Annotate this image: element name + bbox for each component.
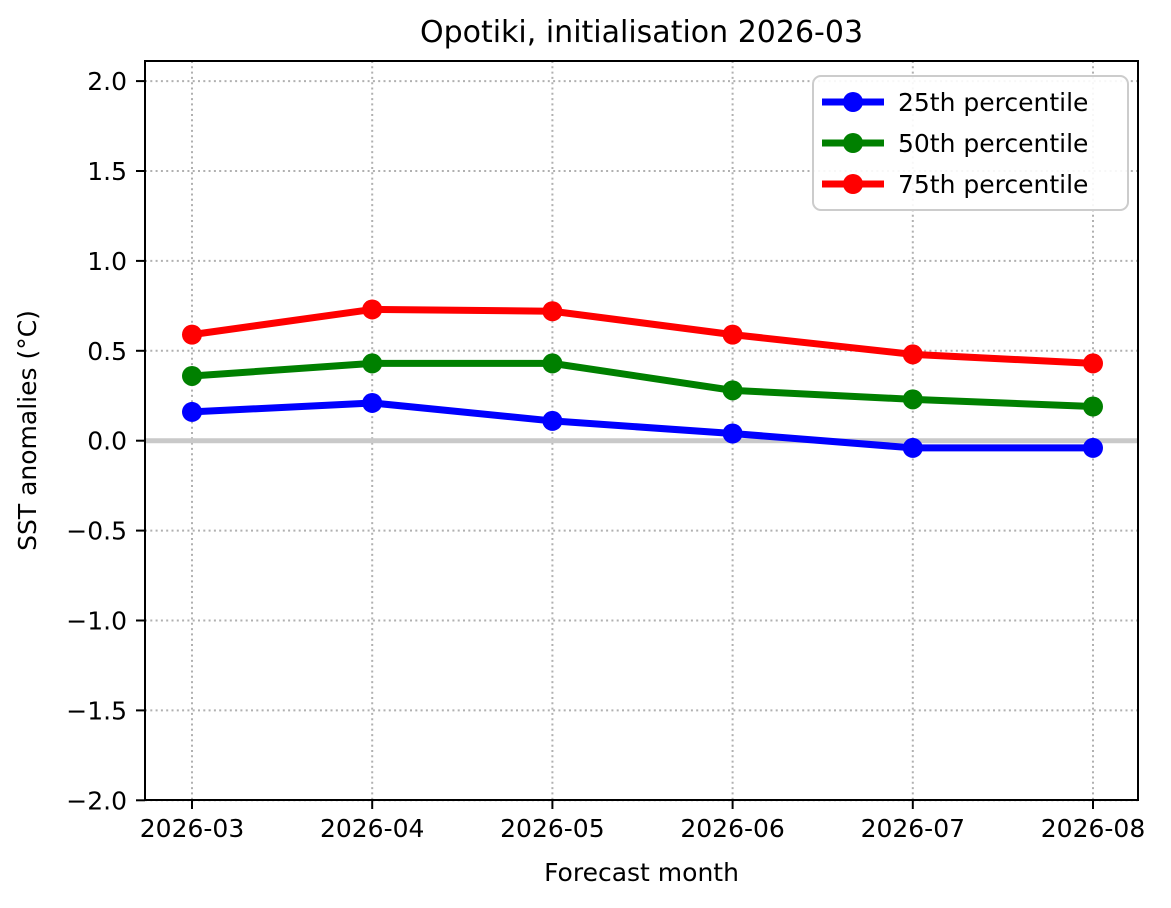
x-tick-label: 2026-05 [500,814,604,843]
y-axis-label: SST anomalies (°C) [13,310,42,551]
data-point-marker [362,392,383,413]
y-tick-label: 1.0 [87,247,127,276]
x-tick-label: 2026-07 [861,814,965,843]
data-point-marker [542,353,563,374]
legend-marker [843,133,863,153]
data-point-marker [362,353,383,374]
legend-marker [843,92,863,112]
legend-box [812,75,1129,211]
data-point-marker [1083,396,1103,417]
y-tick-label: −1.0 [66,607,127,636]
data-point-marker [722,380,743,401]
y-tick-label: 0.0 [87,427,127,456]
y-tick-label: 2.0 [87,67,127,96]
data-point-marker [362,299,383,320]
series-75th-percentile [182,299,1103,374]
data-point-marker [902,437,923,458]
y-tick-label: −1.5 [66,696,127,725]
y-tick-label: 1.5 [87,157,127,186]
axes-box [144,60,1139,801]
legend-label: 25th percentile [898,88,1088,117]
y-tick-label: 0.5 [87,337,127,366]
data-point-marker [182,365,202,386]
data-point-marker [182,401,202,422]
legend-label: 50th percentile [898,129,1088,158]
series-line [188,359,1097,411]
x-tick-label: 2026-06 [680,814,784,843]
y-tick-label: −0.5 [66,517,127,546]
series-50th-percentile [182,353,1103,417]
x-tick-label: 2026-08 [1041,814,1145,843]
x-tick-label: 2026-03 [140,814,244,843]
data-point-marker [722,324,743,345]
y-tick-label: −2.0 [66,786,127,815]
legend: 25th percentile 50th percentile 75th perce… [812,75,1129,211]
series-line [188,399,1097,452]
x-tick-label: 2026-04 [320,814,424,843]
data-point-marker [182,324,202,345]
tick-labels: 2.0 1.5 1.0 0.5 0.0 −0.5 −1.0 −1.5 −2.0 2026-03 20… [66,67,1145,843]
legend-entry: 25th percentile [822,88,1088,117]
series-25th-percentile [182,392,1103,458]
data-point-marker [902,389,923,410]
data-point-marker [542,301,563,322]
legend-entry: 75th percentile [822,170,1088,199]
data-point-marker [542,410,563,431]
data-point-marker [1083,353,1103,374]
series-group [182,299,1103,458]
data-point-marker [902,344,923,365]
series-line [188,305,1097,367]
data-point-marker [1083,437,1103,458]
legend-entry: 50th percentile [822,129,1088,158]
chart-title: Opotiki, initialisation 2026-03 [420,15,863,50]
ticks [136,80,1094,809]
legend-marker [843,174,863,194]
legend-label: 75th percentile [898,170,1088,199]
data-point-marker [722,423,743,444]
x-axis-label: Forecast month [544,858,739,887]
